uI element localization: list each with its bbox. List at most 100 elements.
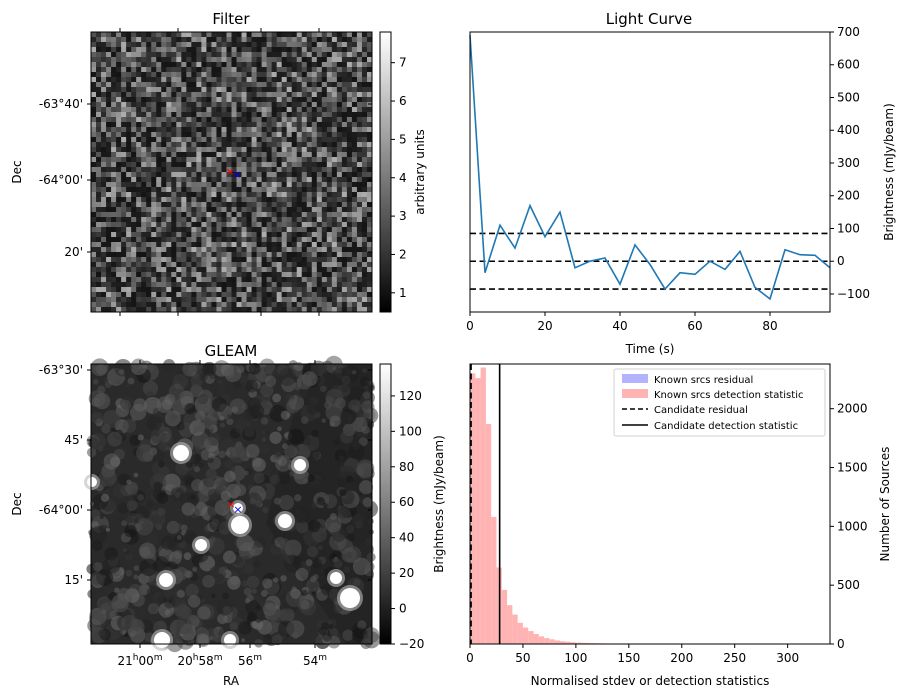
histogram-xtick-label: 100 bbox=[564, 651, 587, 665]
histogram-xlabel: Normalised stdev or detection statistics bbox=[531, 674, 770, 688]
filter-pixel bbox=[296, 122, 303, 128]
filter-pixel bbox=[151, 57, 157, 63]
filter-pixel bbox=[146, 92, 152, 98]
filter-pixel bbox=[266, 217, 273, 223]
filter-pixel bbox=[231, 87, 237, 93]
filter-pixel bbox=[306, 282, 313, 288]
filter-pixel bbox=[326, 147, 333, 153]
filter-pixel bbox=[211, 227, 217, 233]
gleam-noise-blob bbox=[308, 396, 319, 406]
filter-pixel bbox=[336, 122, 343, 128]
filter-pixel bbox=[131, 182, 137, 188]
filter-pixel bbox=[96, 277, 102, 283]
filter-pixel bbox=[91, 182, 97, 188]
filter-pixel bbox=[341, 292, 348, 298]
filter-pixel bbox=[356, 137, 363, 143]
filter-pixel bbox=[126, 162, 132, 168]
filter-pixel bbox=[111, 77, 117, 83]
filter-pixel bbox=[296, 227, 303, 233]
filter-pixel bbox=[106, 217, 112, 223]
gleam-noise-blob bbox=[91, 411, 103, 424]
filter-pixel bbox=[361, 107, 368, 113]
filter-pixel bbox=[256, 272, 263, 278]
gleam-noise-blob bbox=[196, 489, 210, 503]
filter-pixel bbox=[346, 142, 353, 148]
filter-pixel bbox=[131, 287, 137, 293]
filter-pixel bbox=[256, 87, 263, 93]
filter-pixel bbox=[256, 232, 263, 238]
filter-pixel bbox=[256, 42, 263, 48]
filter-pixel bbox=[296, 157, 303, 163]
filter-pixel bbox=[156, 37, 162, 43]
filter-pixel bbox=[171, 277, 177, 283]
filter-pixel bbox=[91, 247, 97, 253]
filter-pixel bbox=[111, 87, 117, 93]
filter-pixel bbox=[176, 117, 182, 123]
filter-pixel bbox=[151, 42, 157, 48]
filter-pixel bbox=[201, 302, 207, 308]
filter-pixel bbox=[156, 92, 162, 98]
filter-pixel bbox=[151, 307, 157, 313]
filter-pixel bbox=[266, 112, 273, 118]
gleam-noise-blob bbox=[248, 362, 261, 375]
filter-pixel bbox=[306, 287, 313, 293]
gleam-noise-blob bbox=[204, 525, 212, 533]
filter-pixel bbox=[321, 197, 328, 203]
filter-pixel bbox=[271, 92, 278, 98]
filter-pixel bbox=[206, 57, 212, 63]
filter-pixel bbox=[241, 142, 247, 148]
gleam-noise-blob bbox=[90, 571, 104, 585]
filter-pixel bbox=[261, 167, 268, 173]
filter-pixel bbox=[266, 212, 273, 218]
filter-pixel bbox=[281, 267, 288, 273]
filter-pixel bbox=[356, 47, 363, 53]
filter-pixel bbox=[326, 62, 333, 68]
filter-pixel bbox=[116, 217, 122, 223]
filter-pixel bbox=[241, 72, 247, 78]
filter-pixel bbox=[136, 77, 142, 83]
filter-pixel bbox=[266, 147, 273, 153]
filter-pixel bbox=[321, 77, 328, 83]
filter-pixel bbox=[186, 282, 192, 288]
filter-pixel bbox=[281, 262, 288, 268]
filter-pixel bbox=[276, 292, 283, 298]
filter-pixel bbox=[101, 297, 107, 303]
filter-pixel bbox=[166, 157, 172, 163]
filter-pixel bbox=[286, 102, 293, 108]
filter-pixel bbox=[141, 252, 147, 258]
filter-pixel bbox=[316, 52, 323, 58]
filter-pixel bbox=[361, 222, 368, 228]
filter-pixel bbox=[226, 187, 232, 193]
filter-pixel bbox=[181, 222, 187, 228]
filter-pixel bbox=[136, 32, 142, 38]
filter-pixel bbox=[246, 302, 252, 308]
filter-pixel bbox=[131, 107, 137, 113]
filter-pixel bbox=[106, 157, 112, 163]
filter-pixel bbox=[121, 67, 127, 73]
filter-pixel bbox=[316, 117, 323, 123]
filter-pixel bbox=[351, 192, 358, 198]
filter-pixel bbox=[226, 277, 232, 283]
filter-pixel bbox=[351, 62, 358, 68]
filter-pixel bbox=[321, 157, 328, 163]
filter-pixel bbox=[306, 172, 313, 178]
filter-pixel bbox=[366, 122, 373, 128]
filter-pixel bbox=[181, 272, 187, 278]
filter-pixel bbox=[256, 32, 263, 38]
filter-pixel bbox=[181, 52, 187, 58]
filter-pixel bbox=[136, 102, 142, 108]
lightcurve-ytick-label: −100 bbox=[837, 287, 870, 301]
filter-pixel bbox=[156, 32, 162, 38]
filter-pixel bbox=[236, 47, 242, 53]
filter-pixel bbox=[281, 222, 288, 228]
filter-pixel bbox=[336, 157, 343, 163]
filter-pixel bbox=[291, 172, 298, 178]
filter-pixel bbox=[166, 202, 172, 208]
filter-pixel bbox=[271, 187, 278, 193]
gleam-noise-blob bbox=[195, 410, 206, 422]
filter-pixel bbox=[291, 177, 298, 183]
filter-pixel bbox=[201, 242, 207, 248]
filter-pixel bbox=[331, 282, 338, 288]
filter-pixel bbox=[106, 32, 112, 38]
filter-pixel bbox=[166, 57, 172, 63]
